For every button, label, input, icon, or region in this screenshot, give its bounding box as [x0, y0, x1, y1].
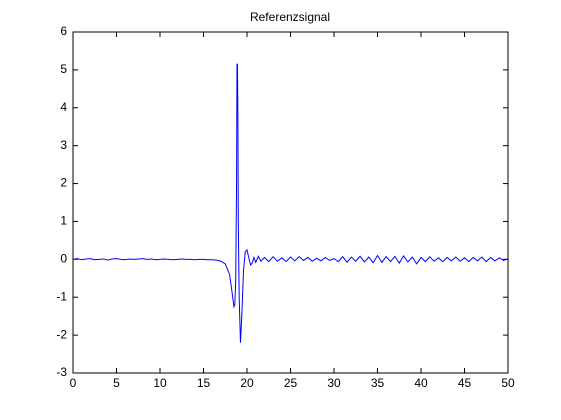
y-tick-label: -1 [56, 289, 67, 303]
y-tick-label: 0 [60, 252, 67, 266]
y-tick-label: 3 [60, 138, 67, 152]
x-tick-label: 45 [458, 376, 472, 390]
x-tick-label: 20 [240, 376, 254, 390]
chart-title: Referenzsignal [250, 10, 330, 24]
data-line [72, 63, 509, 343]
x-tick-label: 35 [371, 376, 385, 390]
x-tick-label: 0 [70, 376, 77, 390]
y-tick-label: 2 [60, 176, 67, 190]
x-tick-label: 50 [501, 376, 515, 390]
y-tick-label: 1 [60, 214, 67, 228]
x-tick-label: 15 [197, 376, 211, 390]
y-tick-label: 6 [60, 24, 67, 38]
x-tick-label: 5 [113, 376, 120, 390]
y-tick-label: -3 [56, 365, 67, 379]
x-tick-label: 40 [414, 376, 428, 390]
axes-box [72, 31, 509, 374]
x-tick-label: 30 [327, 376, 341, 390]
x-tick-label: 10 [153, 376, 167, 390]
y-tick-label: -2 [56, 327, 67, 341]
y-tick-label: 5 [60, 62, 67, 76]
y-tick-label: 4 [60, 100, 67, 114]
x-tick-label: 25 [284, 376, 298, 390]
